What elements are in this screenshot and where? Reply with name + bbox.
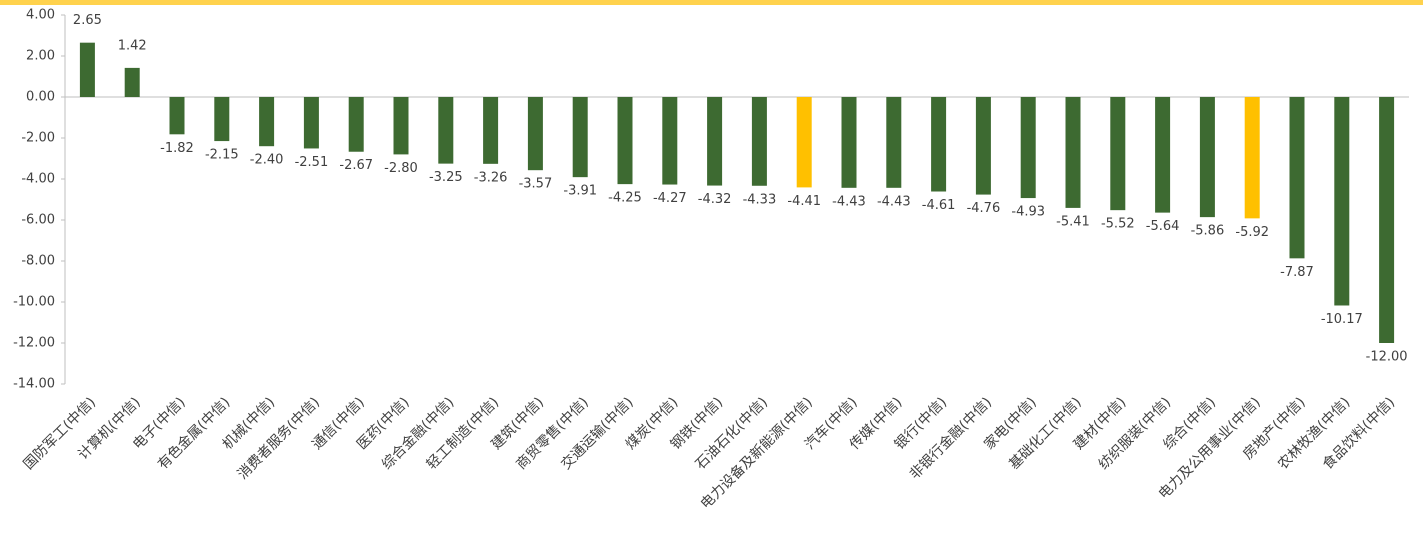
bar — [796, 97, 812, 188]
data-label: -2.51 — [295, 155, 329, 170]
bar — [1244, 97, 1260, 219]
data-label: -4.43 — [877, 194, 911, 209]
y-tick-label: -8.00 — [21, 254, 55, 269]
data-label: -2.40 — [250, 153, 284, 168]
bar — [1110, 97, 1126, 211]
bar — [1065, 97, 1081, 208]
bar — [617, 97, 633, 185]
bar — [1155, 97, 1171, 213]
bar — [975, 97, 991, 195]
data-label: -4.41 — [787, 194, 821, 209]
y-tick-label: -2.00 — [21, 131, 55, 146]
bar — [1199, 97, 1215, 218]
data-label: 1.42 — [118, 38, 147, 53]
bar — [79, 42, 95, 97]
data-label: -3.26 — [474, 170, 508, 185]
data-label: 2.65 — [73, 13, 102, 28]
y-tick-label: 4.00 — [26, 8, 55, 23]
bar — [1020, 97, 1036, 199]
data-label: -4.61 — [922, 198, 956, 213]
data-label: -4.27 — [653, 191, 687, 206]
data-label: -10.17 — [1321, 312, 1363, 327]
bar — [348, 97, 364, 152]
data-label: -2.67 — [339, 158, 373, 173]
data-label: -5.64 — [1146, 219, 1180, 234]
data-label: -4.32 — [698, 192, 732, 207]
bar — [841, 97, 857, 188]
data-label: -2.15 — [205, 148, 239, 163]
bar — [1379, 97, 1395, 343]
y-tick-label: -14.00 — [13, 377, 55, 392]
data-label: -4.25 — [608, 191, 642, 206]
data-label: -4.93 — [1011, 205, 1045, 220]
bar — [931, 97, 947, 192]
data-label: -3.91 — [563, 184, 597, 199]
x-tick-label: 消费者服务(中信) — [235, 394, 323, 482]
bar — [707, 97, 723, 186]
data-label: -3.25 — [429, 170, 463, 185]
bar — [259, 97, 275, 147]
x-tick-label: 非银行金融(中信) — [907, 394, 995, 482]
bar — [303, 97, 319, 149]
data-label: -5.92 — [1235, 225, 1269, 240]
bar — [1289, 97, 1305, 259]
data-label: -5.52 — [1101, 217, 1135, 232]
data-label: -4.76 — [967, 201, 1001, 216]
bar — [751, 97, 767, 186]
data-label: -3.57 — [519, 177, 553, 192]
bar — [124, 67, 140, 97]
bar — [572, 97, 588, 178]
y-tick-label: 0.00 — [26, 90, 55, 105]
bar — [886, 97, 902, 188]
data-label: -1.82 — [160, 141, 194, 156]
data-label: -5.41 — [1056, 214, 1090, 229]
y-tick-label: -10.00 — [13, 295, 55, 310]
bar — [527, 97, 543, 171]
top-stripe — [0, 0, 1423, 5]
bar — [483, 97, 499, 164]
bar — [169, 97, 185, 135]
data-label: -7.87 — [1280, 265, 1314, 280]
data-label: -4.33 — [743, 192, 777, 207]
y-tick-label: -6.00 — [21, 213, 55, 228]
bar — [1334, 97, 1350, 306]
data-label: -4.43 — [832, 194, 866, 209]
bar — [214, 97, 230, 142]
bar — [393, 97, 409, 155]
data-label: -2.80 — [384, 161, 418, 176]
data-label: -12.00 — [1366, 350, 1408, 365]
y-tick-label: -4.00 — [21, 172, 55, 187]
y-tick-label: 2.00 — [26, 49, 55, 64]
y-tick-label: -12.00 — [13, 336, 55, 351]
data-label: -5.86 — [1191, 224, 1225, 239]
bar — [662, 97, 678, 185]
bar — [438, 97, 454, 164]
